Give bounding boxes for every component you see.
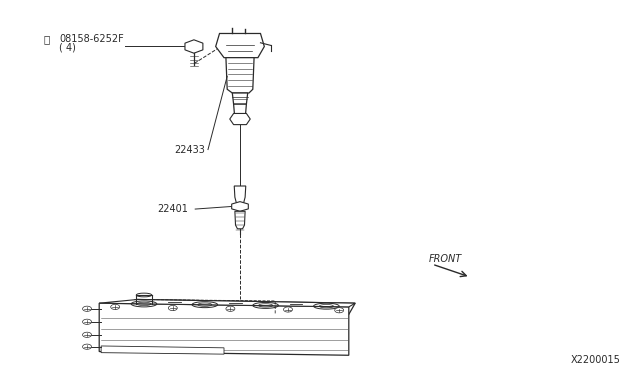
Circle shape [83,319,92,324]
Polygon shape [216,33,264,58]
Circle shape [168,305,177,311]
Text: FRONT: FRONT [429,254,462,263]
Polygon shape [234,186,246,205]
Text: Ⓑ: Ⓑ [44,34,50,44]
Circle shape [83,332,92,337]
Text: 22401: 22401 [157,204,188,214]
Polygon shape [185,40,203,53]
Text: X2200015: X2200015 [571,355,621,365]
Polygon shape [99,303,349,355]
Circle shape [111,304,120,310]
Text: ( 4): ( 4) [59,42,76,52]
Circle shape [284,307,292,312]
Circle shape [83,306,92,311]
Polygon shape [232,93,248,104]
Text: 22433: 22433 [174,145,205,154]
Polygon shape [131,299,355,314]
Polygon shape [232,202,248,211]
Polygon shape [101,346,224,354]
Circle shape [226,306,235,311]
Polygon shape [226,58,254,93]
Text: 08158-6252F: 08158-6252F [59,34,124,44]
Polygon shape [235,211,245,229]
Polygon shape [234,104,246,119]
Polygon shape [230,113,250,125]
Circle shape [335,308,344,313]
Polygon shape [99,299,355,307]
Circle shape [83,344,92,349]
